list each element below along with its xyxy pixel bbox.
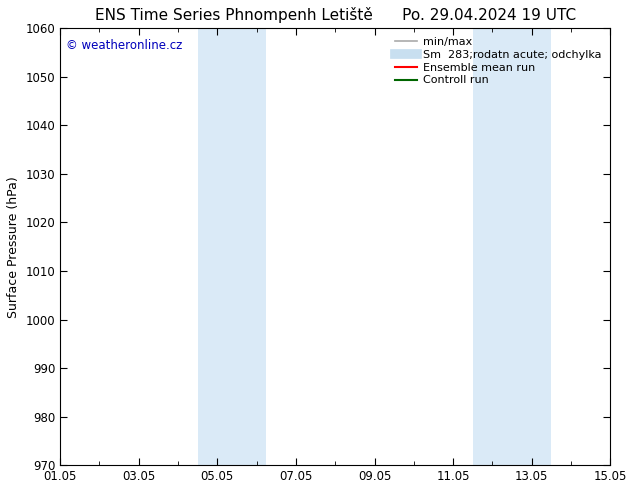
Y-axis label: Surface Pressure (hPa): Surface Pressure (hPa): [7, 176, 20, 318]
Title: ENS Time Series Phnompenh Letiště      Po. 29.04.2024 19 UTC: ENS Time Series Phnompenh Letiště Po. 29…: [94, 7, 576, 23]
Bar: [473, 28, 552, 465]
Legend: min/max, Sm  283;rodatn acute; odchylka, Ensemble mean run, Controll run: min/max, Sm 283;rodatn acute; odchylka, …: [392, 34, 605, 89]
Bar: [198, 28, 266, 465]
Text: © weatheronline.cz: © weatheronline.cz: [65, 39, 182, 52]
